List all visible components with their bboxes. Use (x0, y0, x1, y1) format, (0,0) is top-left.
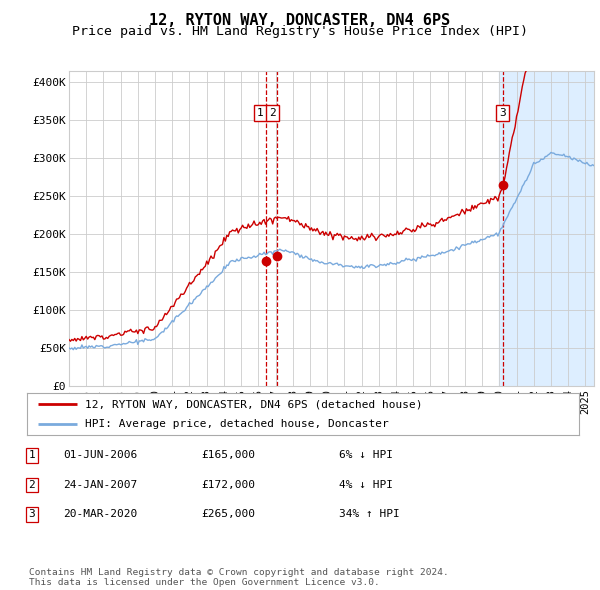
Text: 2: 2 (269, 107, 277, 117)
Text: 20-MAR-2020: 20-MAR-2020 (63, 510, 137, 519)
Text: 2: 2 (28, 480, 35, 490)
Text: 4% ↓ HPI: 4% ↓ HPI (339, 480, 393, 490)
Text: £165,000: £165,000 (201, 451, 255, 460)
Text: 34% ↑ HPI: 34% ↑ HPI (339, 510, 400, 519)
Text: 01-JUN-2006: 01-JUN-2006 (63, 451, 137, 460)
Text: 12, RYTON WAY, DONCASTER, DN4 6PS: 12, RYTON WAY, DONCASTER, DN4 6PS (149, 13, 451, 28)
Text: £265,000: £265,000 (201, 510, 255, 519)
Text: HPI: Average price, detached house, Doncaster: HPI: Average price, detached house, Donc… (85, 419, 389, 429)
Text: Price paid vs. HM Land Registry's House Price Index (HPI): Price paid vs. HM Land Registry's House … (72, 25, 528, 38)
Text: 12, RYTON WAY, DONCASTER, DN4 6PS (detached house): 12, RYTON WAY, DONCASTER, DN4 6PS (detac… (85, 399, 422, 409)
Text: Contains HM Land Registry data © Crown copyright and database right 2024.
This d: Contains HM Land Registry data © Crown c… (29, 568, 449, 587)
Text: 6% ↓ HPI: 6% ↓ HPI (339, 451, 393, 460)
Text: 1: 1 (28, 451, 35, 460)
Bar (499, 71, 594, 386)
Text: 3: 3 (499, 107, 506, 117)
Text: 3: 3 (28, 510, 35, 519)
Text: £172,000: £172,000 (201, 480, 255, 490)
Text: 24-JAN-2007: 24-JAN-2007 (63, 480, 137, 490)
Text: 1: 1 (257, 107, 263, 117)
